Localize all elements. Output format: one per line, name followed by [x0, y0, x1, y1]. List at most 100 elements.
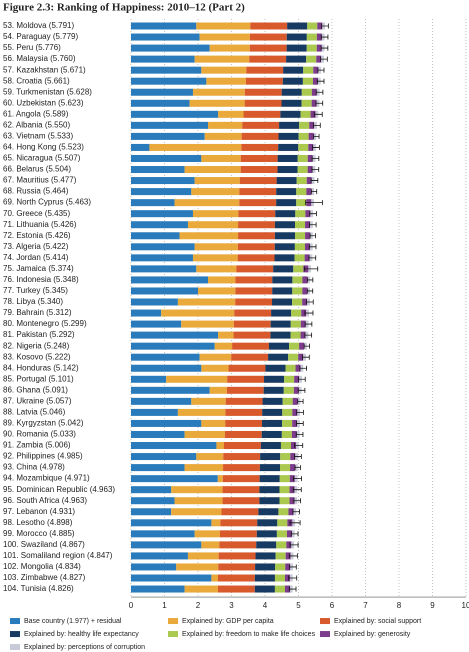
bar-segment: [218, 563, 256, 571]
legend-label: Explained by: GDP per capita: [182, 618, 274, 625]
category-label: 74. Jordan (5.414): [3, 253, 69, 262]
error-bar: [289, 542, 299, 548]
bar-segment: [171, 486, 223, 494]
bar-segment: [279, 486, 290, 494]
bar-segment: [192, 254, 238, 262]
bar-segment: [242, 121, 280, 129]
x-tick-label: 7: [363, 601, 368, 610]
category-label: 64. Hong Kong (5.523): [3, 143, 84, 152]
bar-segment: [272, 276, 293, 284]
category-label: 85. Portugal (5.101): [3, 374, 74, 383]
bar-segment: [131, 464, 185, 472]
bar-segment: [262, 408, 283, 416]
bar-segment: [174, 199, 240, 207]
bar-segment: [187, 552, 219, 560]
bar-segment: [131, 287, 198, 295]
error-bar: [302, 354, 310, 360]
bar-segment: [306, 33, 317, 41]
bar-segment: [265, 364, 286, 372]
bar-segment: [131, 154, 202, 162]
bar-segment: [307, 22, 318, 30]
bar-segment: [288, 353, 299, 361]
category-label: 84. Honduras (5.142): [3, 363, 79, 372]
bar-segment: [131, 33, 200, 41]
bar-segment: [295, 232, 306, 240]
chart-title: Figure 2.3: Ranking of Happiness: 2010–1…: [3, 2, 245, 14]
bar-segment: [301, 309, 307, 317]
bar-segment: [131, 276, 209, 284]
error-bar: [299, 365, 308, 371]
error-bar: [308, 244, 317, 250]
bar-segment: [272, 287, 293, 295]
bar-segment: [277, 166, 298, 174]
bar-segment: [275, 552, 286, 560]
bar-segment: [289, 486, 295, 494]
bar-segment: [270, 320, 291, 328]
bar-segment: [131, 331, 219, 339]
category-label: 54. Paraguay (5.779): [3, 32, 78, 41]
bar-segment: [131, 320, 182, 328]
bar-segment: [131, 265, 197, 273]
legend-label: Explained by: freedom to make life choic…: [182, 631, 316, 638]
bar-segment: [131, 121, 209, 129]
bar-segment: [222, 497, 260, 505]
bar-segment: [191, 397, 226, 405]
error-bar: [311, 167, 320, 173]
bar-segment: [131, 188, 192, 196]
bar-segment: [262, 397, 283, 405]
category-label: 97. Lebanon (4.931): [3, 507, 75, 516]
bar-segment: [232, 342, 269, 350]
bar-segment: [233, 320, 271, 328]
bar-segment: [218, 552, 256, 560]
error-bar: [315, 100, 324, 106]
bar-segment: [220, 519, 258, 527]
error-bar: [288, 575, 298, 581]
bar-segment: [196, 22, 251, 30]
bar-segment: [293, 386, 299, 394]
bar-segment: [277, 154, 298, 162]
bar-segment: [281, 88, 302, 96]
category-label: 89. Kyrgyzstan (5.042): [3, 419, 84, 428]
bar-segment: [236, 265, 274, 273]
category-label: 67. Mauritius (5.477): [3, 176, 77, 185]
bar-segment: [131, 309, 162, 317]
bar-segment: [295, 364, 301, 372]
x-tick-label: 1: [162, 601, 167, 610]
bar-segment: [131, 243, 195, 251]
error-bar: [315, 89, 324, 95]
legend-swatch: [320, 631, 330, 638]
bar-segment: [294, 375, 300, 383]
bar-segment: [238, 221, 275, 229]
bar-segment: [278, 143, 299, 151]
bar-segment: [274, 574, 285, 582]
error-bar: [313, 133, 320, 139]
bar-segment: [209, 44, 250, 52]
bar-segment: [292, 276, 303, 284]
bar-segment: [260, 453, 281, 461]
category-label: 87. Ukraine (5.057): [3, 396, 72, 405]
error-bar: [296, 420, 304, 426]
bar-segment: [286, 55, 307, 63]
bar-segment: [227, 375, 265, 383]
bar-segment: [131, 110, 219, 118]
bar-segment: [131, 199, 175, 207]
legend-swatch: [10, 631, 20, 638]
bar-segment: [131, 486, 172, 494]
bar-segment: [289, 342, 300, 350]
bar-segment: [131, 353, 200, 361]
bar-segment: [300, 110, 311, 118]
bar-segment: [298, 132, 309, 140]
error-bar: [289, 564, 297, 570]
bar-segment: [293, 265, 304, 273]
bar-segment: [238, 210, 276, 218]
bar-segment: [279, 121, 300, 129]
x-tick-label: 9: [430, 601, 435, 610]
bar-segment: [199, 33, 250, 41]
error-bar: [296, 409, 304, 415]
legend-swatch: [168, 631, 178, 638]
category-label: 61. Angola (5.589): [3, 109, 69, 118]
category-label: 53. Moldova (5.791): [3, 21, 74, 30]
bar-segment: [274, 243, 295, 251]
bar-segment: [306, 188, 312, 196]
bar-segment: [191, 188, 240, 196]
